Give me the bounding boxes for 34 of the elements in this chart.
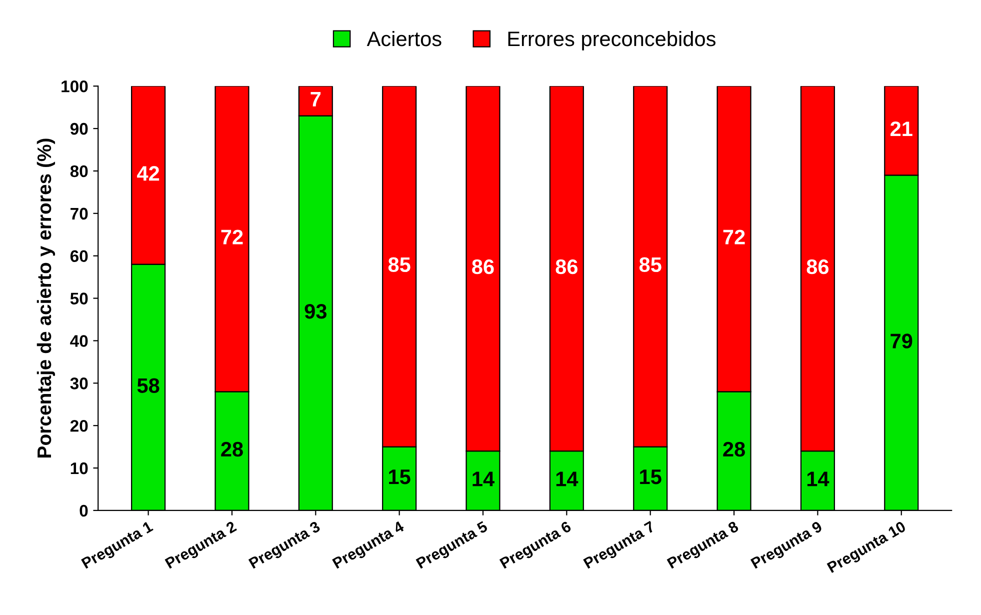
data-label: 42 bbox=[137, 166, 160, 181]
legend-label: Errores preconcebidos bbox=[508, 30, 716, 50]
data-label: 7 bbox=[310, 92, 321, 106]
y-tick-label: 20 bbox=[70, 420, 88, 432]
y-tick-label: 80 bbox=[70, 165, 88, 178]
y-tick-label: 60 bbox=[70, 250, 88, 262]
data-label: 15 bbox=[640, 470, 662, 484]
data-label: 85 bbox=[639, 257, 662, 272]
y-tick-label: 40 bbox=[70, 335, 88, 347]
y-tick-label: 50 bbox=[70, 292, 88, 304]
data-label: 79 bbox=[890, 334, 912, 348]
y-tick-label: 100 bbox=[62, 80, 88, 92]
y-tick-label: 70 bbox=[70, 208, 88, 220]
data-label: 28 bbox=[723, 442, 745, 457]
data-label: 14 bbox=[807, 472, 830, 486]
data-label: 58 bbox=[137, 378, 160, 393]
data-label: 86 bbox=[556, 259, 578, 274]
data-label: 93 bbox=[304, 304, 326, 319]
y-tick-label: 0 bbox=[80, 504, 88, 517]
y-tick-label: 10 bbox=[70, 462, 88, 474]
legend-label: Aciertos bbox=[366, 30, 442, 46]
data-label: 14 bbox=[556, 472, 578, 486]
y-tick-label: 30 bbox=[70, 378, 88, 390]
data-label: 85 bbox=[388, 257, 410, 272]
data-label: 72 bbox=[723, 230, 745, 244]
data-label: 14 bbox=[472, 472, 494, 486]
data-label: 72 bbox=[221, 230, 243, 244]
data-label: 86 bbox=[472, 259, 494, 274]
y-axis-title: Porcentaje de acierto y errores (%) bbox=[36, 138, 56, 458]
y-tick-label: 90 bbox=[70, 122, 88, 135]
data-label: 15 bbox=[389, 470, 410, 484]
data-label: 28 bbox=[221, 442, 243, 457]
data-label: 21 bbox=[890, 121, 912, 136]
data-label: 86 bbox=[806, 259, 829, 274]
